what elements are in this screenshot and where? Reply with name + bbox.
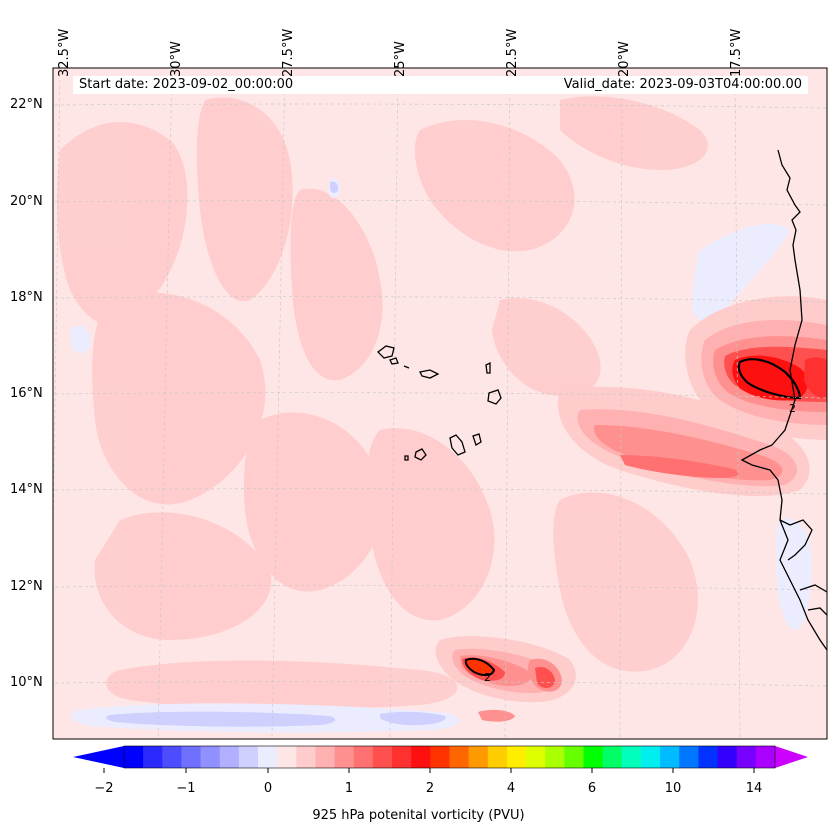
lon-label-20w: 20°W — [617, 41, 632, 77]
colorbar-swatch — [411, 746, 431, 768]
colorbar-tick-label: 6 — [587, 781, 597, 796]
graticule — [53, 68, 827, 739]
colorbar-swatch — [487, 746, 508, 768]
colorbar-swatch — [258, 746, 278, 768]
colorbar-swatch — [392, 746, 412, 768]
colorbar-swatch — [583, 746, 604, 768]
coastal-pv-maximum — [557, 296, 827, 497]
colorbar-swatch — [200, 746, 221, 768]
lon-label-25w: 25°W — [393, 41, 408, 77]
valid-date-label: Valid_date: 2023-09-03T04:00:00.00 — [563, 77, 802, 92]
colorbar-swatch — [698, 746, 719, 768]
colorbar-swatch — [545, 746, 565, 768]
colorbar — [73, 745, 808, 773]
colorbar-swatch — [755, 746, 776, 768]
colorbar-swatch — [143, 746, 163, 768]
colorbar-tick-label: −2 — [94, 781, 114, 796]
colorbar-title: 925 hPa potenital vorticity (PVU) — [312, 808, 525, 823]
colorbar-swatch — [162, 746, 182, 768]
contour-label-south: 2 — [484, 671, 491, 684]
colorbar-swatch — [372, 746, 393, 768]
pv-field: 2 2 — [53, 68, 827, 739]
colorbar-swatch — [353, 746, 374, 768]
colorbar-tick-label: −1 — [176, 781, 196, 796]
colorbar-swatch — [468, 746, 489, 768]
colorbar-extend-min — [73, 746, 124, 768]
coastline — [377, 149, 827, 651]
lon-label-22.5w: 22.5°W — [505, 28, 520, 77]
lat-label-10n: 10°N — [10, 675, 43, 690]
colorbar-swatch — [526, 746, 546, 768]
colorbar-swatch — [277, 746, 297, 768]
colorbar-tick-label: 0 — [263, 781, 273, 796]
colorbar-swatch — [602, 746, 623, 768]
lat-label-16n: 16°N — [10, 386, 43, 401]
colorbar-swatch — [621, 746, 642, 768]
colorbar-swatch — [181, 746, 202, 768]
lat-label-14n: 14°N — [10, 482, 43, 497]
date-info-box: Start date: 2023-09-02_00:00:00 Valid_da… — [73, 76, 808, 94]
map-frame — [52, 67, 828, 740]
colorbar-swatch — [736, 746, 757, 768]
lon-label-32.5w: 32.5°W — [57, 28, 72, 77]
lon-label-17.5w: 17.5°W — [729, 28, 744, 77]
colorbar-swatch — [430, 746, 450, 768]
colorbar-tick-label: 10 — [664, 781, 682, 796]
colorbar-swatch — [238, 746, 259, 768]
contour-label-east: 2 — [789, 402, 796, 415]
colorbar-tick-label: 1 — [344, 781, 354, 796]
colorbar-swatch — [679, 746, 699, 768]
colorbar-swatch — [124, 746, 144, 768]
colorbar-swatch — [506, 746, 527, 768]
lat-label-18n: 18°N — [10, 290, 43, 305]
lat-label-12n: 12°N — [10, 579, 43, 594]
colorbar-tick-label: 2 — [425, 781, 435, 796]
colorbar-tick-label: 14 — [745, 781, 763, 796]
colorbar-extend-max — [775, 746, 808, 768]
lat-label-20n: 20°N — [10, 194, 43, 209]
colorbar-swatch — [296, 746, 316, 768]
colorbar-swatch — [564, 746, 585, 768]
lon-label-27.5w: 27.5°W — [281, 28, 296, 77]
colorbar-swatch — [315, 746, 336, 768]
lon-label-30w: 30°W — [169, 41, 184, 77]
colorbar-swatch — [717, 746, 738, 768]
colorbar-tick-label: 4 — [506, 781, 516, 796]
colorbar-swatch — [334, 746, 355, 768]
colorbar-swatch — [640, 746, 661, 768]
colorbar-swatch — [660, 746, 680, 768]
lat-label-22n: 22°N — [10, 97, 43, 112]
colorbar-swatch — [219, 746, 240, 768]
colorbar-swatch — [449, 746, 470, 768]
start-date-label: Start date: 2023-09-02_00:00:00 — [79, 77, 294, 92]
